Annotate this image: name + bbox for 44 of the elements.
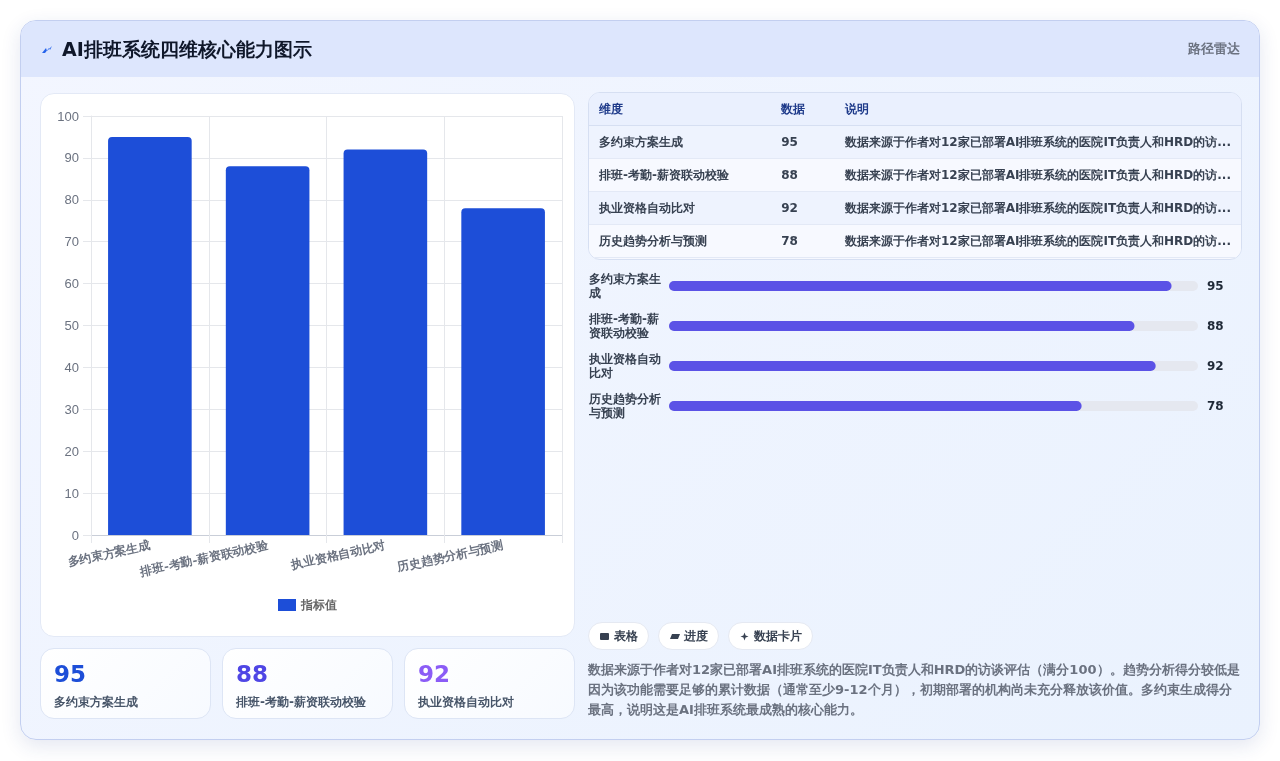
category-label: 执业资格自动比对 (418, 694, 514, 711)
y-tick-label: 30 (64, 401, 79, 417)
text: 维度 (589, 93, 772, 126)
data-label: 92 (418, 661, 451, 687)
data-label: 88 (1207, 319, 1224, 333)
y-tick-label: 100 (57, 108, 79, 124)
data-label: 78 (1207, 399, 1224, 413)
text: 数据 (771, 93, 835, 126)
text: 数据来源于作者对12家已部署AI排班系统的医院IT负责人和HRD的访... (834, 191, 1241, 225)
category-label: 排班-考勤-薪资联动校验 (236, 694, 366, 711)
data-label: 88 (236, 661, 269, 687)
y-tick-label: 0 (71, 527, 79, 543)
y-tick-label: 60 (64, 276, 79, 292)
y-tick-label: 80 (64, 192, 79, 208)
y-tick-label: 70 (64, 234, 79, 250)
y-tick-label: 10 (64, 485, 79, 501)
data-label: 92 (1207, 359, 1224, 373)
y-tick-label: 多约束方案生成 (588, 272, 661, 300)
y-tick-label: 90 (64, 150, 79, 166)
data-label: 95 (54, 661, 87, 687)
text: 数据来源于作者对12家已部署AI排班系统的医院IT负责人和HRD的访... (834, 125, 1241, 159)
y-tick-label: 执业资格自动比对 (588, 352, 661, 380)
legend-label: 指标值 (300, 598, 337, 612)
text: 数据来源于作者对12家已部署AI排班系统的医院IT负责人和HRD的访谈评估（满分100）。趋势分析得分较低是因为该功能需要足够的累计数据（通常至少9-12个月），初期部署的机构尚未充分释放该价值。多约束生成得分最高，说明这是AI排班系统最成熟的核心能力。 (588, 661, 1241, 719)
text: 数据卡片 (754, 627, 802, 645)
text: 表格 (614, 627, 638, 645)
y-tick-label: 排班-考勤-薪资联动校验 (588, 312, 659, 340)
text: 路径雷达 (1188, 40, 1240, 58)
data-label: 88 (771, 158, 835, 192)
x-tick-label: 执业资格自动比对 (289, 538, 387, 573)
text: 进度 (684, 627, 708, 645)
y-tick-label: 历史趋势分析与预测 (588, 392, 661, 420)
text: 数据来源于作者对12家已部署AI排班系统的医院IT负责人和HRD的访... (834, 224, 1241, 258)
text: 数据来源于作者对12家已部署AI排班系统的医院IT负责人和HRD的访... (834, 158, 1241, 192)
x-tick-label: 历史趋势分析与预测 (395, 538, 505, 575)
text: AI排班系统四维核心能力图示 (62, 37, 312, 62)
y-tick-label: 20 (64, 443, 79, 459)
data-label: 78 (771, 224, 835, 258)
y-tick-label: 50 (64, 318, 79, 333)
data-label: 95 (1207, 279, 1224, 293)
y-tick-label: 40 (64, 359, 79, 375)
text: 说明 (834, 93, 1241, 126)
data-label: 92 (771, 191, 835, 225)
data-label: 95 (771, 125, 835, 159)
